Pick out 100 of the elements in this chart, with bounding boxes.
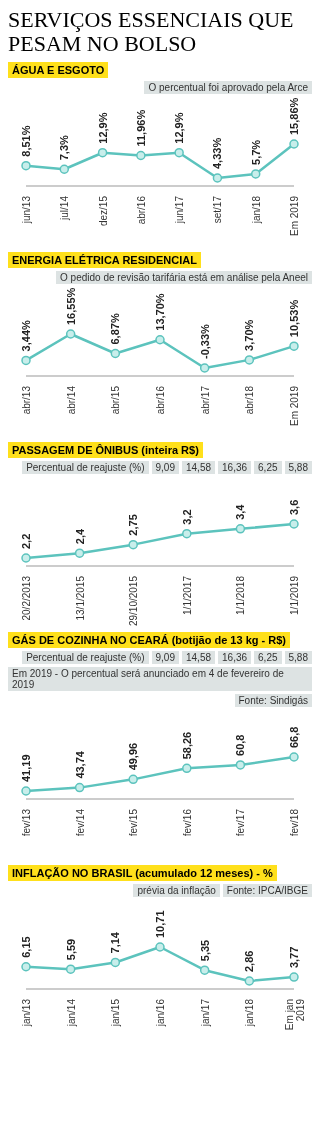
data-label: 2,86	[243, 950, 256, 972]
point	[199, 965, 210, 975]
point	[128, 539, 138, 550]
text: Percentual de reajuste (%)	[22, 651, 149, 664]
x-tick-label: 29/10/2015	[128, 575, 140, 627]
data-label: 10,71	[154, 910, 166, 938]
point	[59, 164, 70, 174]
point	[21, 160, 31, 171]
x-tick-label: abr/13	[21, 385, 32, 415]
text: 14,58	[182, 651, 216, 664]
x-tick-label: set/17	[212, 195, 224, 224]
point	[65, 964, 76, 974]
data-label: 11,96%	[134, 109, 147, 147]
point	[136, 150, 146, 161]
data-label: 41,19	[20, 754, 32, 782]
chart-title: SERVIÇOS ESSENCIAIS QUE PESAM NO BOLSO	[8, 7, 295, 56]
chart-subtitle: ÁGUA E ESGOTO	[8, 62, 109, 78]
point	[21, 786, 31, 796]
data-label: 3,4	[234, 503, 247, 520]
x-tick-label: fev/15	[128, 808, 140, 837]
x-tick-label: jan/13	[21, 998, 32, 1028]
point	[235, 524, 246, 534]
x-tick-label: jan/14	[65, 998, 77, 1028]
point	[74, 782, 85, 793]
text: 16,36	[218, 461, 252, 474]
text: 5,88	[284, 461, 312, 474]
point	[128, 774, 138, 785]
chart-title: GÁS DE COZINHA NO CEARÁ (botijão de 13 kg - R$)	[8, 632, 291, 648]
point	[235, 760, 246, 770]
data-label: 2,2	[20, 533, 32, 549]
data-label: 49,96	[127, 742, 140, 771]
point	[155, 334, 165, 345]
x-tick-label: 20/2/2013	[21, 575, 32, 621]
x-tick-label: fev/17	[235, 808, 247, 837]
data-label: 7,14	[109, 931, 122, 954]
data-label: 12,9%	[96, 112, 109, 144]
x-tick-label: Em 2019	[289, 385, 300, 427]
source-note: Fonte: IPCA/IBGE	[222, 884, 312, 897]
text: 6,25	[254, 461, 282, 474]
data-label: 58,26	[180, 731, 193, 760]
data-label: 12,9%	[173, 112, 186, 144]
chart-title: INFLAÇÃO NO BRASIL (acumulado 12 meses) - %	[8, 865, 277, 881]
data-label: 5,7%	[249, 139, 262, 165]
data-label: 2,4	[73, 527, 86, 545]
x-tick-label: abr/14	[65, 385, 77, 415]
data-label: 2,75	[127, 514, 140, 536]
text: O pedido de revisão tarifária está em análise pela Aneel	[56, 271, 312, 284]
text: O percentual foi aprovado pela Arce	[144, 81, 312, 94]
data-label: 15,86%	[288, 97, 300, 135]
data-label: 3,2	[180, 509, 193, 525]
text: Percentual de reajuste (%)	[22, 461, 149, 474]
x-tick-label: abr/18	[244, 385, 256, 415]
x-tick-label: jul/14	[59, 195, 71, 221]
point	[97, 147, 108, 158]
data-label: 5,59	[64, 938, 77, 961]
point	[250, 169, 261, 179]
chart-title: ENERGIA ELÉTRICA RESIDENCIAL	[8, 252, 201, 268]
point	[289, 972, 299, 982]
x-tick-label: jan/18	[244, 998, 256, 1028]
point	[21, 355, 31, 366]
data-label: 43,74	[73, 750, 86, 779]
x-tick-label: abr/16	[135, 195, 147, 225]
data-label: 3,6	[288, 499, 300, 515]
point	[289, 519, 299, 529]
source-note: Fonte: Sindigás	[234, 694, 312, 707]
x-tick-label: dez/15	[97, 195, 109, 227]
data-label: 6,87%	[109, 313, 122, 345]
point	[21, 962, 31, 972]
point	[21, 553, 31, 563]
point	[182, 763, 192, 774]
text: 14,58	[182, 461, 216, 474]
point	[199, 363, 210, 373]
data-label: -0,33%	[198, 323, 211, 359]
data-label: 13,70%	[154, 293, 166, 331]
point	[74, 548, 85, 558]
x-tick-label: jun/13	[21, 195, 32, 225]
data-label: 5,35	[198, 939, 211, 962]
point	[212, 173, 223, 183]
x-tick-label: 1/1/2018	[235, 575, 247, 615]
point	[289, 341, 299, 351]
data-label: 6,15	[20, 936, 32, 958]
point	[110, 348, 121, 359]
data-label: 66,8	[288, 726, 300, 748]
data-label: 3,44%	[20, 320, 32, 352]
text: 9,09	[151, 651, 179, 664]
x-tick-label: abr/15	[110, 385, 122, 415]
x-tick-label: 1/1/2019	[289, 575, 300, 615]
data-label: 16,55%	[64, 287, 77, 325]
data-label: 60,8	[234, 734, 247, 756]
data-label: 8,51%	[20, 125, 32, 157]
x-tick-label: 13/1/2015	[74, 575, 86, 621]
x-tick-label: fev/13	[21, 808, 32, 837]
text: prévia da inflação	[133, 884, 220, 897]
point	[182, 528, 192, 539]
point	[289, 752, 299, 762]
data-label: 3,70%	[243, 319, 256, 351]
point	[110, 957, 121, 968]
point	[289, 139, 299, 149]
data-label: 10,53%	[288, 299, 300, 338]
text: Em 2019 - O percentual será anunciado em 4 de fevereiro de 2019	[8, 667, 312, 691]
